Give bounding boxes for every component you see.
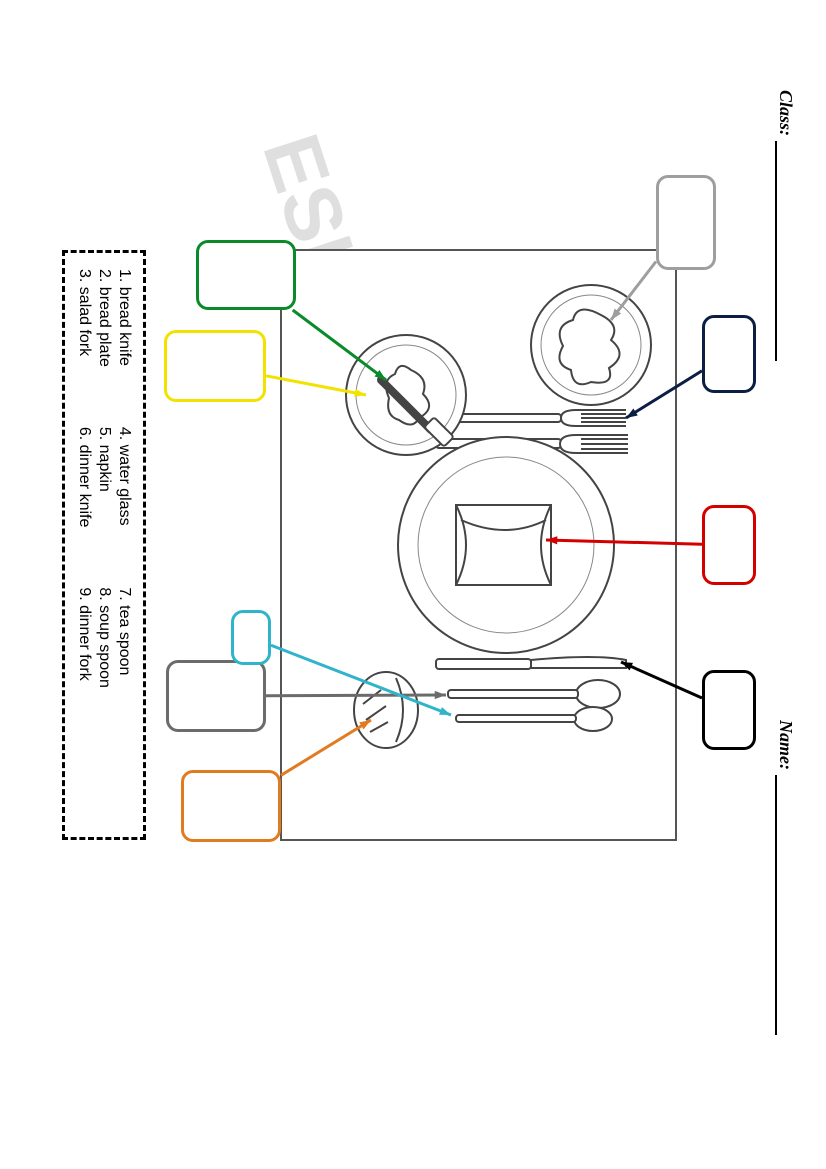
watermark: ESLprintables.com: [244, 124, 555, 842]
class-field[interactable]: Class:: [775, 90, 796, 361]
word-item: 9. dinner fork: [75, 587, 93, 688]
soup-spoon: [448, 680, 620, 708]
callout-water-glass[interactable]: [181, 770, 281, 842]
salad-icon: [559, 310, 619, 385]
water-glass: [354, 672, 418, 748]
word-item: 7. tea spoon: [115, 587, 133, 688]
name-label: Name:: [776, 720, 796, 770]
name-field[interactable]: Name:: [775, 720, 796, 1035]
word-item: 3. salad fork: [75, 269, 93, 367]
word-item: 8. soup spoon: [95, 587, 113, 688]
class-label: Class:: [776, 90, 796, 136]
dinner-fork: [436, 435, 628, 453]
dinner-plate: [398, 437, 614, 653]
callout-soup-spoon[interactable]: [166, 660, 266, 732]
salad-plate: [531, 285, 651, 405]
word-item: 2. bread plate: [95, 269, 113, 367]
callout-napkin[interactable]: [702, 505, 756, 585]
word-item: 1. bread knife: [115, 269, 133, 367]
dinner-knife: [436, 657, 626, 669]
word-item: 6. dinner knife: [75, 427, 93, 528]
tea-spoon: [456, 707, 612, 731]
callout-salad-plate[interactable]: [656, 175, 716, 270]
bread-plate: [346, 335, 466, 455]
word-item: 5. napkin: [95, 427, 113, 528]
word-col-3: 7. tea spoon 8. soup spoon 9. dinner for…: [75, 587, 133, 688]
word-col-2: 4. water glass 5. napkin 6. dinner knife: [75, 427, 133, 528]
worksheet-landscape: Class: Name: ESLprintables.com: [0, 0, 826, 1169]
bread-icon: [386, 366, 429, 425]
class-blank[interactable]: [775, 141, 791, 361]
placemat: [281, 250, 676, 840]
napkin: [456, 505, 551, 585]
callout-bread-plate[interactable]: [164, 330, 266, 402]
word-item: 4. water glass: [115, 427, 133, 528]
callout-salad-fork[interactable]: [702, 315, 756, 393]
callout-tea-spoon[interactable]: [231, 610, 271, 665]
word-col-1: 1. bread knife 2. bread plate 3. salad f…: [75, 269, 133, 367]
callout-bread-knife[interactable]: [196, 240, 296, 310]
word-bank: 1. bread knife 2. bread plate 3. salad f…: [62, 250, 146, 840]
name-blank[interactable]: [775, 775, 791, 1035]
callout-dinner-knife[interactable]: [702, 670, 756, 750]
salad-fork: [441, 410, 626, 426]
bread-knife: [381, 380, 454, 447]
